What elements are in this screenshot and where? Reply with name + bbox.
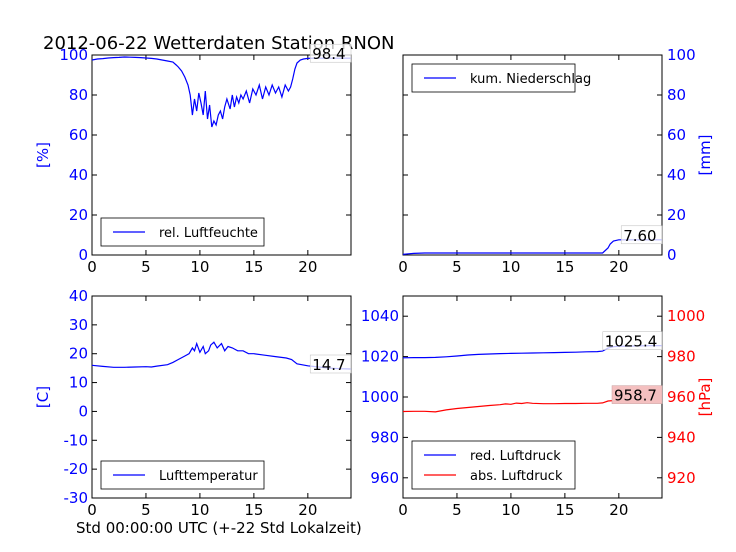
pressure-ytick-label-2: 1000 <box>361 388 399 406</box>
precip-ytick-label-4: 80 <box>667 86 686 104</box>
humidity-ytick-label-3: 60 <box>69 126 88 144</box>
temperature-frame <box>91 295 352 499</box>
humidity-annotation-0: 98.4 <box>312 45 345 63</box>
humidity-xtick-label-2: 10 <box>190 258 209 276</box>
pressure-xtick-label-4: 20 <box>609 501 628 519</box>
humidity-xtick-label-3: 15 <box>244 258 263 276</box>
pressure-ylabel: [hPa] <box>696 378 714 417</box>
pressure-ytick-label-3: 1020 <box>361 348 399 366</box>
precip-xtick-label-4: 20 <box>609 258 628 276</box>
temperature-ytick-label-1: -20 <box>64 460 89 478</box>
precip-xtick-label-2: 10 <box>501 258 520 276</box>
precip-frame <box>402 54 663 256</box>
pressure-xtick-label-1: 5 <box>452 501 462 519</box>
temperature-ylabel: [C] <box>34 386 52 408</box>
precip-panel: 0 5 10 15 20 0 20 40 60 80 100 [mm] 7.60 kum. Nieders… <box>398 46 714 276</box>
humidity-ytick-label-0: 0 <box>78 246 88 264</box>
temperature-xtick-label-0: 0 <box>87 501 97 519</box>
pressure-ytick-label-4: 1040 <box>361 307 399 325</box>
pressure-ytick-right-label-4: 1000 <box>667 307 705 325</box>
temperature-ytick-label-6: 30 <box>69 316 88 334</box>
precip-annotation-0: 7.60 <box>623 227 656 245</box>
pressure-annotation-box-0 <box>602 331 663 350</box>
humidity-ytick-label-1: 20 <box>69 206 88 224</box>
pressure-ytick-right-label-2: 960 <box>667 388 696 406</box>
temperature-xtick-label-1: 5 <box>141 501 151 519</box>
pressure-ytick-label-1: 980 <box>370 428 399 446</box>
humidity-frame <box>91 54 352 256</box>
temperature-xtick-label-2: 10 <box>190 501 209 519</box>
humidity-ytick-label-4: 80 <box>69 86 88 104</box>
precip-ytick-label-5: 100 <box>667 46 696 64</box>
temperature-xtick-label-4: 20 <box>298 501 317 519</box>
pressure-panel: 0 5 10 15 20 960 980 1000 1020 1040 920 940 960 980 10… <box>361 295 714 519</box>
pressure-ytick-label-0: 960 <box>370 469 399 487</box>
pressure-xtick-label-3: 15 <box>555 501 574 519</box>
precip-annotation-box-0 <box>620 225 663 245</box>
pressure-legend-label-0: red. Luftdruck <box>470 449 561 464</box>
pressure-ytick-right-label-1: 940 <box>667 428 696 446</box>
humidity-xtick-label-4: 20 <box>298 258 317 276</box>
pressure-annotation-1: 958.7 <box>614 387 657 405</box>
figure-xlabel: Std 00:00:00 UTC (+-22 Std Lokalzeit) <box>76 519 362 537</box>
precip-xtick-label-1: 5 <box>452 258 462 276</box>
precip-xtick-label-0: 0 <box>398 258 408 276</box>
temperature-annotation-0: 14.7 <box>312 356 345 374</box>
humidity-ytick-label-2: 40 <box>69 166 88 184</box>
temperature-ytick-label-7: 40 <box>69 287 88 305</box>
precip-ytick-label-3: 60 <box>667 126 686 144</box>
temperature-ytick-label-5: 20 <box>69 345 88 363</box>
pressure-annotation-bg-1 <box>611 385 663 404</box>
humidity-annotation-box-0 <box>309 43 352 63</box>
temperature-annotation-box-0 <box>309 354 352 374</box>
precip-ytick-label-0: 0 <box>667 246 677 264</box>
pressure-series-1 <box>402 399 662 413</box>
precip-ytick-label-2: 40 <box>667 166 686 184</box>
precip-series-0 <box>402 239 662 255</box>
temperature-xtick-label-3: 15 <box>244 501 263 519</box>
humidity-ytick-label-5: 100 <box>59 46 88 64</box>
humidity-ylabel: [%] <box>34 142 52 168</box>
temperature-ytick-label-3: 0 <box>78 402 88 420</box>
humidity-series-0 <box>91 56 351 128</box>
precip-ylabel: [mm] <box>696 135 714 176</box>
precip-legend-label-0: kum. Niederschlag <box>470 72 591 87</box>
temperature-panel: 0 5 10 15 20 -30 -20 -10 0 10 20 30 40 [C] 14.7 Lufttem… <box>34 287 352 519</box>
precip-ytick-label-1: 20 <box>667 206 686 224</box>
pressure-xtick-label-0: 0 <box>398 501 408 519</box>
temperature-legend-label-0: Lufttemperatur <box>159 469 258 484</box>
humidity-legend-label-0: rel. Luftfeuchte <box>159 226 258 241</box>
humidity-xtick-label-1: 5 <box>141 258 151 276</box>
pressure-ytick-right-label-0: 920 <box>667 469 696 487</box>
precip-xtick-label-3: 15 <box>555 258 574 276</box>
temperature-series-0 <box>91 341 352 370</box>
pressure-annotation-0: 1025.4 <box>605 333 658 351</box>
temperature-ytick-label-2: -10 <box>64 431 89 449</box>
pressure-legend-label-1: abs. Luftdruck <box>470 469 563 484</box>
humidity-xtick-label-0: 0 <box>87 258 97 276</box>
pressure-xtick-label-2: 10 <box>501 501 520 519</box>
pressure-legend <box>411 440 576 490</box>
pressure-ytick-right-label-3: 980 <box>667 348 696 366</box>
figure-title: 2012-06-22 Wetterdaten Station RNON <box>43 33 394 54</box>
temperature-ytick-label-0: -30 <box>64 489 89 507</box>
humidity-panel: 0 5 10 15 20 0 20 40 60 80 100 [%] 98.4 rel. Luftfeuc… <box>34 43 352 276</box>
temperature-ytick-label-4: 10 <box>69 374 88 392</box>
